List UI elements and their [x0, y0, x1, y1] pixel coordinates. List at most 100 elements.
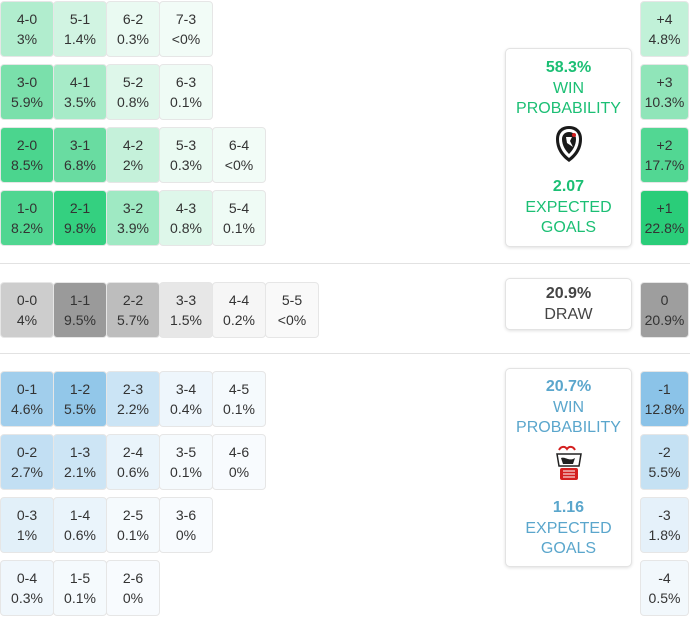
- score-cell-pct: 0.4%: [170, 401, 202, 417]
- score-cell-pct: 0.6%: [117, 464, 149, 480]
- score-cell: 3-0 5.9%: [0, 64, 54, 120]
- score-cell-label: 2-1: [69, 200, 91, 216]
- score-cell: 2-0 8.5%: [0, 127, 54, 183]
- score-cell-pct: 1%: [16, 527, 38, 543]
- score-cell-label: 4-5: [228, 381, 250, 397]
- score-cell-pct: 0.3%: [170, 157, 202, 173]
- score-cell-label: 0-2: [16, 444, 38, 460]
- goal-diff-cell: 0 20.9%: [640, 282, 689, 338]
- score-cell: 3-4 0.4%: [159, 371, 213, 427]
- score-cell-pct: <0%: [171, 31, 201, 47]
- away-win-card: 20.7% WIN PROBABILITY 1.16 EXPECTED GOAL…: [505, 368, 632, 567]
- score-cell: 0-0 4%: [0, 282, 54, 338]
- score-cell: 5-4 0.1%: [212, 190, 266, 246]
- goal-diff-pct: 0.5%: [648, 590, 681, 606]
- draw-label: DRAW: [544, 306, 593, 323]
- score-cell: 2-2 5.7%: [106, 282, 160, 338]
- score-cell-label: 0-0: [16, 292, 38, 308]
- score-cell-label: 0-1: [16, 381, 38, 397]
- score-cell-label: 1-5: [69, 570, 91, 586]
- home-win-card: 58.3% WIN PROBABILITY 2.07 EXPECTED GOAL…: [505, 48, 632, 247]
- score-cell-label: 5-5: [281, 292, 303, 308]
- score-cell: 4-6 0%: [212, 434, 266, 490]
- score-cell: 4-5 0.1%: [212, 371, 266, 427]
- score-cell-label: 2-0: [16, 137, 38, 153]
- goal-diff-pct: 4.8%: [648, 31, 681, 47]
- score-cell-pct: 0.1%: [170, 464, 202, 480]
- score-cell-label: 5-2: [122, 74, 144, 90]
- home-xg-value: 2.07: [552, 178, 585, 195]
- goal-diff-label: +4: [656, 11, 673, 27]
- score-cell-pct: 5.7%: [117, 312, 149, 328]
- score-cell-label: 1-3: [69, 444, 91, 460]
- goal-diff-cell: -4 0.5%: [640, 560, 689, 616]
- goal-diff-label: -1: [658, 381, 671, 397]
- score-cell: 5-5 <0%: [265, 282, 319, 338]
- score-cell-pct: 0.1%: [170, 94, 202, 110]
- goal-diff-cell: +1 22.8%: [640, 190, 689, 246]
- score-cell-label: 6-3: [175, 74, 197, 90]
- score-cell-label: 3-3: [175, 292, 197, 308]
- score-cell: 6-4 <0%: [212, 127, 266, 183]
- score-cell: 3-6 0%: [159, 497, 213, 553]
- score-cell-pct: 0.6%: [64, 527, 96, 543]
- score-cell-label: 1-1: [69, 292, 91, 308]
- score-cell: 4-4 0.2%: [212, 282, 266, 338]
- score-cell-pct: 2%: [122, 157, 144, 173]
- score-cell-pct: 4%: [16, 312, 38, 328]
- score-cell-label: 0-4: [16, 570, 38, 586]
- score-cell-pct: 0.2%: [223, 312, 255, 328]
- score-cell-label: 4-4: [228, 292, 250, 308]
- score-cell-label: 1-2: [69, 381, 91, 397]
- score-cell-label: 5-1: [69, 11, 91, 27]
- home-xg-label: EXPECTED GOALS: [525, 199, 612, 236]
- score-cell: 5-3 0.3%: [159, 127, 213, 183]
- score-cell-label: 3-1: [69, 137, 91, 153]
- section-divider-draw-away: [0, 353, 690, 354]
- score-cell-label: 4-3: [175, 200, 197, 216]
- away-win-label: WIN PROBABILITY: [516, 399, 621, 436]
- score-cell-label: 5-3: [175, 137, 197, 153]
- score-cell-pct: 0%: [175, 527, 197, 543]
- score-cell-pct: 9.5%: [64, 312, 96, 328]
- away-xg-label: EXPECTED GOALS: [525, 520, 612, 557]
- goal-diff-pct: 5.5%: [648, 464, 681, 480]
- goal-diff-pct: 17.7%: [644, 157, 685, 173]
- score-cell: 1-4 0.6%: [53, 497, 107, 553]
- score-cell: 4-0 3%: [0, 1, 54, 57]
- score-cell-label: 1-0: [16, 200, 38, 216]
- score-cell-label: 2-2: [122, 292, 144, 308]
- goal-diff-cell: -1 12.8%: [640, 371, 689, 427]
- score-cell-label: 2-5: [122, 507, 144, 523]
- score-cell-label: 3-5: [175, 444, 197, 460]
- score-cell: 1-5 0.1%: [53, 560, 107, 616]
- score-cell-label: 1-4: [69, 507, 91, 523]
- koln-crest-icon: [551, 444, 587, 489]
- score-cell-pct: 5.9%: [11, 94, 43, 110]
- score-cell: 1-0 8.2%: [0, 190, 54, 246]
- goal-diff-cell: -2 5.5%: [640, 434, 689, 490]
- away-win-pct: 20.7%: [545, 378, 592, 395]
- score-cell-pct: 0.1%: [64, 590, 96, 606]
- score-cell: 2-6 0%: [106, 560, 160, 616]
- score-cell-pct: 0.8%: [117, 94, 149, 110]
- score-cell-pct: 0%: [122, 590, 144, 606]
- score-cell-label: 6-4: [228, 137, 250, 153]
- score-cell-label: 2-6: [122, 570, 144, 586]
- score-cell-label: 4-1: [69, 74, 91, 90]
- score-cell-pct: 0.8%: [170, 220, 202, 236]
- score-cell: 4-2 2%: [106, 127, 160, 183]
- score-cell-label: 4-2: [122, 137, 144, 153]
- score-cell-pct: 8.2%: [11, 220, 43, 236]
- score-cell-label: 7-3: [175, 11, 197, 27]
- score-cell: 1-3 2.1%: [53, 434, 107, 490]
- goal-diff-cell: +3 10.3%: [640, 64, 689, 120]
- score-cell: 2-3 2.2%: [106, 371, 160, 427]
- score-cell-pct: 2.1%: [64, 464, 96, 480]
- draw-pct: 20.9%: [545, 285, 592, 302]
- score-cell-pct: 0.3%: [117, 31, 149, 47]
- score-cell: 5-1 1.4%: [53, 1, 107, 57]
- score-cell-pct: 8.5%: [11, 157, 43, 173]
- goal-diff-cell: +2 17.7%: [640, 127, 689, 183]
- score-cell-label: 2-4: [122, 444, 144, 460]
